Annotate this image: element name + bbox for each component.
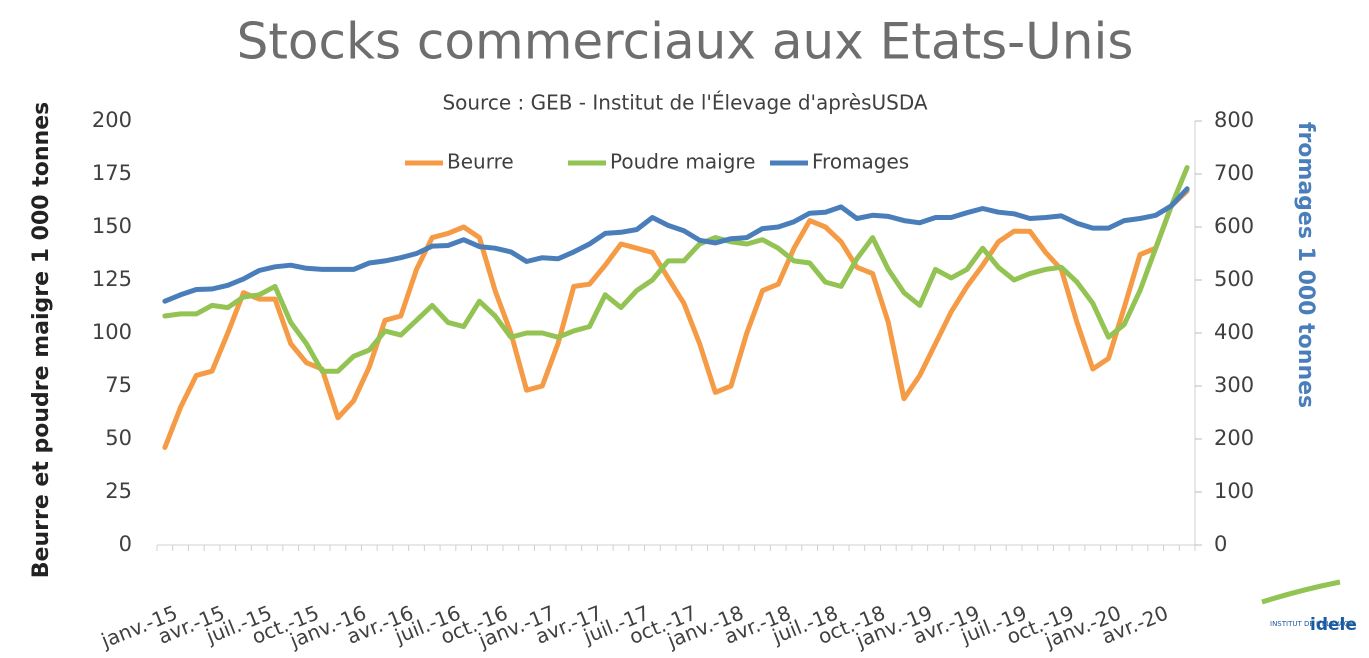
logo-swoosh bbox=[1261, 579, 1341, 605]
logo: INSTITUT DE L'ÉLEVAGE idele bbox=[1261, 579, 1357, 635]
y2-tick-label: 700 bbox=[1214, 161, 1254, 185]
chart-title: Stocks commerciaux aux Etats-Unis bbox=[237, 13, 1134, 71]
y-tick-label: 100 bbox=[92, 320, 132, 344]
y-tick-label: 200 bbox=[92, 108, 132, 132]
series-line bbox=[162, 165, 1190, 374]
series-line bbox=[162, 188, 1190, 450]
y-tick-label: 50 bbox=[105, 426, 132, 450]
y-tick-label: 75 bbox=[105, 373, 132, 397]
y2-axis-label: fromages 1 000 tonnes bbox=[1293, 122, 1318, 408]
y-tick-label: 25 bbox=[105, 479, 132, 503]
y2-tick-label: 800 bbox=[1214, 108, 1254, 132]
legend-label: Poudre maigre bbox=[610, 150, 755, 174]
y-axis-label: Beurre et poudre maigre 1 000 tonnes bbox=[29, 102, 54, 578]
y2-tick-label: 300 bbox=[1214, 373, 1254, 397]
logo-brand: idele bbox=[1310, 615, 1357, 635]
y2-tick-label: 200 bbox=[1214, 426, 1254, 450]
legend-label: Fromages bbox=[812, 150, 909, 174]
y2-tick-label: 500 bbox=[1214, 267, 1254, 291]
legend-label: Beurre bbox=[447, 150, 514, 174]
y2-tick-label: 400 bbox=[1214, 320, 1254, 344]
y-tick-label: 175 bbox=[92, 161, 132, 185]
y2-tick-label: 600 bbox=[1214, 214, 1254, 238]
y-tick-label: 150 bbox=[92, 214, 132, 238]
y-tick-label: 125 bbox=[92, 267, 132, 291]
chart-subtitle: Source : GEB - Institut de l'Élevage d'a… bbox=[442, 91, 927, 115]
y2-tick-label: 0 bbox=[1214, 532, 1227, 556]
y2-tick-label: 100 bbox=[1214, 479, 1254, 503]
logo-small: INSTITUT DE L'ÉLEVAGE bbox=[1270, 619, 1353, 628]
series-line bbox=[162, 186, 1190, 304]
y-tick-label: 0 bbox=[119, 532, 132, 556]
